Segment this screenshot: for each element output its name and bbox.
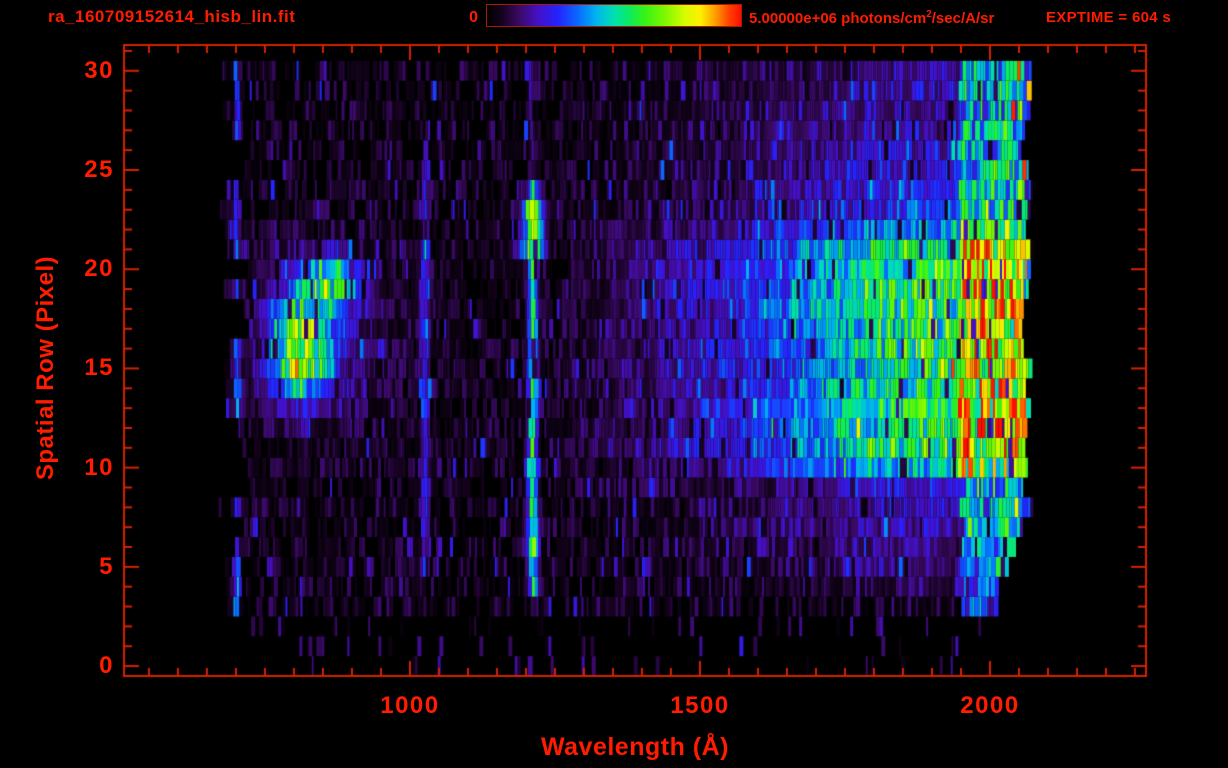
colorbar-units-prefix: 5.00000e+06 photons/cm [749, 10, 927, 27]
x-tick-label: 1500 [670, 692, 730, 719]
y-tick-label: 10 [84, 453, 114, 481]
file-title: ra_160709152614_hisb_lin.fit [48, 7, 296, 26]
y-tick-label: 20 [84, 255, 114, 283]
y-tick-label: 15 [84, 354, 114, 382]
y-tick-label: 30 [84, 56, 114, 84]
x-tick-label: 2000 [960, 692, 1020, 719]
x-axis-title: Wavelength (Å) [540, 733, 730, 761]
colorbar-units-superscript: 2 [926, 9, 932, 20]
exptime-label: EXPTIME = 604 s [1046, 9, 1171, 26]
colorbar-max-units-label: 5.00000e+06 photons/cm2/sec/A/sr [749, 9, 994, 27]
y-tick-label: 0 [99, 652, 114, 680]
colorbar-units-suffix: /sec/A/sr [931, 10, 995, 27]
x-tick-label: 1000 [380, 692, 440, 719]
colorbar-gradient [486, 4, 742, 27]
y-tick-label: 25 [84, 156, 114, 183]
colorbar-min-label: 0 [469, 9, 478, 26]
y-tick-label: 5 [99, 552, 114, 580]
